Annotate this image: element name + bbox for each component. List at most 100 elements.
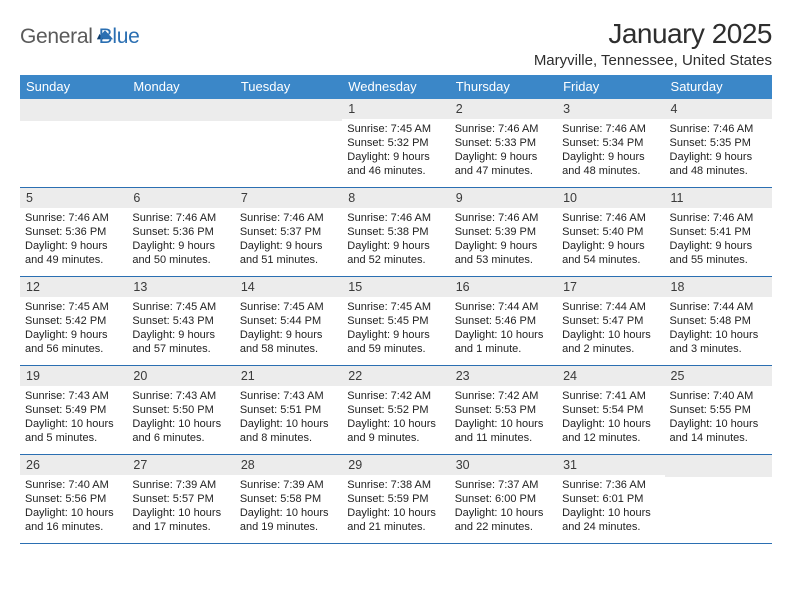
sunset-line: Sunset: 5:45 PM [347, 314, 444, 328]
day-cell: 31Sunrise: 7:36 AMSunset: 6:01 PMDayligh… [557, 455, 664, 543]
day-cell [235, 99, 342, 187]
day-number-bar-empty [235, 99, 342, 121]
day-cell: 29Sunrise: 7:38 AMSunset: 5:59 PMDayligh… [342, 455, 449, 543]
sunrise-line: Sunrise: 7:41 AM [562, 389, 659, 403]
day-details: Sunrise: 7:46 AMSunset: 5:36 PMDaylight:… [132, 211, 229, 267]
day-details: Sunrise: 7:46 AMSunset: 5:39 PMDaylight:… [455, 211, 552, 267]
day-number-bar: 23 [450, 366, 557, 386]
daylight-line-2: and 49 minutes. [25, 253, 122, 267]
daylight-line-1: Daylight: 10 hours [347, 506, 444, 520]
sunrise-line: Sunrise: 7:44 AM [455, 300, 552, 314]
daylight-line-1: Daylight: 9 hours [455, 150, 552, 164]
day-number: 13 [133, 280, 228, 294]
sunset-line: Sunset: 5:34 PM [562, 136, 659, 150]
day-number-bar: 24 [557, 366, 664, 386]
sunset-line: Sunset: 5:44 PM [240, 314, 337, 328]
day-details: Sunrise: 7:38 AMSunset: 5:59 PMDaylight:… [347, 478, 444, 534]
daylight-line-2: and 16 minutes. [25, 520, 122, 534]
daylight-line-2: and 8 minutes. [240, 431, 337, 445]
day-number: 25 [671, 369, 766, 383]
sunrise-line: Sunrise: 7:46 AM [455, 122, 552, 136]
month-title: January 2025 [534, 18, 772, 50]
brand-logo: General Blue [20, 18, 139, 50]
daylight-line-2: and 54 minutes. [562, 253, 659, 267]
daylight-line-2: and 14 minutes. [670, 431, 767, 445]
day-number-bar-empty [665, 455, 772, 477]
day-details: Sunrise: 7:45 AMSunset: 5:42 PMDaylight:… [25, 300, 122, 356]
day-number: 3 [563, 102, 658, 116]
daylight-line-2: and 55 minutes. [670, 253, 767, 267]
sunrise-line: Sunrise: 7:43 AM [25, 389, 122, 403]
day-details: Sunrise: 7:45 AMSunset: 5:45 PMDaylight:… [347, 300, 444, 356]
day-details: Sunrise: 7:41 AMSunset: 5:54 PMDaylight:… [562, 389, 659, 445]
day-number: 5 [26, 191, 121, 205]
day-number: 22 [348, 369, 443, 383]
day-number: 23 [456, 369, 551, 383]
day-details: Sunrise: 7:45 AMSunset: 5:32 PMDaylight:… [347, 122, 444, 178]
sunset-line: Sunset: 5:52 PM [347, 403, 444, 417]
dow-wed: Wednesday [342, 75, 449, 99]
day-number: 30 [456, 458, 551, 472]
daylight-line-2: and 9 minutes. [347, 431, 444, 445]
daylight-line-1: Daylight: 10 hours [455, 328, 552, 342]
day-number-bar: 15 [342, 277, 449, 297]
sunset-line: Sunset: 5:36 PM [25, 225, 122, 239]
sunrise-line: Sunrise: 7:46 AM [562, 122, 659, 136]
day-details: Sunrise: 7:44 AMSunset: 5:48 PMDaylight:… [670, 300, 767, 356]
day-cell: 3 Sunrise: 7:46 AMSunset: 5:34 PMDaylight… [557, 99, 664, 187]
day-number: 19 [26, 369, 121, 383]
day-number-bar: 19 [20, 366, 127, 386]
calendar-grid: Sunday Monday Tuesday Wednesday Thursday… [20, 75, 772, 544]
sunrise-line: Sunrise: 7:46 AM [562, 211, 659, 225]
day-cell: 30Sunrise: 7:37 AMSunset: 6:00 PMDayligh… [450, 455, 557, 543]
sunrise-line: Sunrise: 7:45 AM [25, 300, 122, 314]
sunrise-line: Sunrise: 7:43 AM [240, 389, 337, 403]
sunrise-line: Sunrise: 7:42 AM [347, 389, 444, 403]
day-number-bar: 8 [342, 188, 449, 208]
day-cell: 2 Sunrise: 7:46 AMSunset: 5:33 PMDaylight… [450, 99, 557, 187]
daylight-line-2: and 57 minutes. [132, 342, 229, 356]
day-cell: 21Sunrise: 7:43 AMSunset: 5:51 PMDayligh… [235, 366, 342, 454]
day-number-bar: 31 [557, 455, 664, 475]
day-number: 7 [241, 191, 336, 205]
day-number-bar: 4 [665, 99, 772, 119]
day-details: Sunrise: 7:46 AMSunset: 5:35 PMDaylight:… [670, 122, 767, 178]
sunrise-line: Sunrise: 7:40 AM [670, 389, 767, 403]
daylight-line-2: and 53 minutes. [455, 253, 552, 267]
week-row: 12Sunrise: 7:45 AMSunset: 5:42 PMDayligh… [20, 277, 772, 366]
day-number: 2 [456, 102, 551, 116]
day-details: Sunrise: 7:40 AMSunset: 5:56 PMDaylight:… [25, 478, 122, 534]
day-number-bar: 16 [450, 277, 557, 297]
daylight-line-1: Daylight: 9 hours [25, 239, 122, 253]
sunrise-line: Sunrise: 7:39 AM [132, 478, 229, 492]
day-cell [20, 99, 127, 187]
daylight-line-2: and 51 minutes. [240, 253, 337, 267]
day-cell: 9 Sunrise: 7:46 AMSunset: 5:39 PMDaylight… [450, 188, 557, 276]
dow-tue: Tuesday [235, 75, 342, 99]
day-details: Sunrise: 7:44 AMSunset: 5:47 PMDaylight:… [562, 300, 659, 356]
daylight-line-1: Daylight: 9 hours [670, 150, 767, 164]
daylight-line-2: and 48 minutes. [670, 164, 767, 178]
daylight-line-1: Daylight: 10 hours [25, 417, 122, 431]
daylight-line-2: and 47 minutes. [455, 164, 552, 178]
day-details: Sunrise: 7:46 AMSunset: 5:40 PMDaylight:… [562, 211, 659, 267]
day-number: 9 [456, 191, 551, 205]
day-number-bar: 13 [127, 277, 234, 297]
day-cell: 28Sunrise: 7:39 AMSunset: 5:58 PMDayligh… [235, 455, 342, 543]
day-number: 1 [348, 102, 443, 116]
daylight-line-1: Daylight: 10 hours [562, 506, 659, 520]
daylight-line-1: Daylight: 9 hours [240, 328, 337, 342]
week-row: 5Sunrise: 7:46 AMSunset: 5:36 PMDaylight… [20, 188, 772, 277]
day-cell: 14Sunrise: 7:45 AMSunset: 5:44 PMDayligh… [235, 277, 342, 365]
day-number-bar: 9 [450, 188, 557, 208]
day-details: Sunrise: 7:46 AMSunset: 5:33 PMDaylight:… [455, 122, 552, 178]
brand-part2: Blue [99, 25, 140, 49]
daylight-line-1: Daylight: 9 hours [670, 239, 767, 253]
daylight-line-1: Daylight: 10 hours [455, 417, 552, 431]
day-number-bar-empty [20, 99, 127, 121]
daylight-line-1: Daylight: 9 hours [562, 150, 659, 164]
sunset-line: Sunset: 5:41 PM [670, 225, 767, 239]
sunset-line: Sunset: 5:36 PM [132, 225, 229, 239]
daylight-line-1: Daylight: 9 hours [132, 239, 229, 253]
sunset-line: Sunset: 5:54 PM [562, 403, 659, 417]
